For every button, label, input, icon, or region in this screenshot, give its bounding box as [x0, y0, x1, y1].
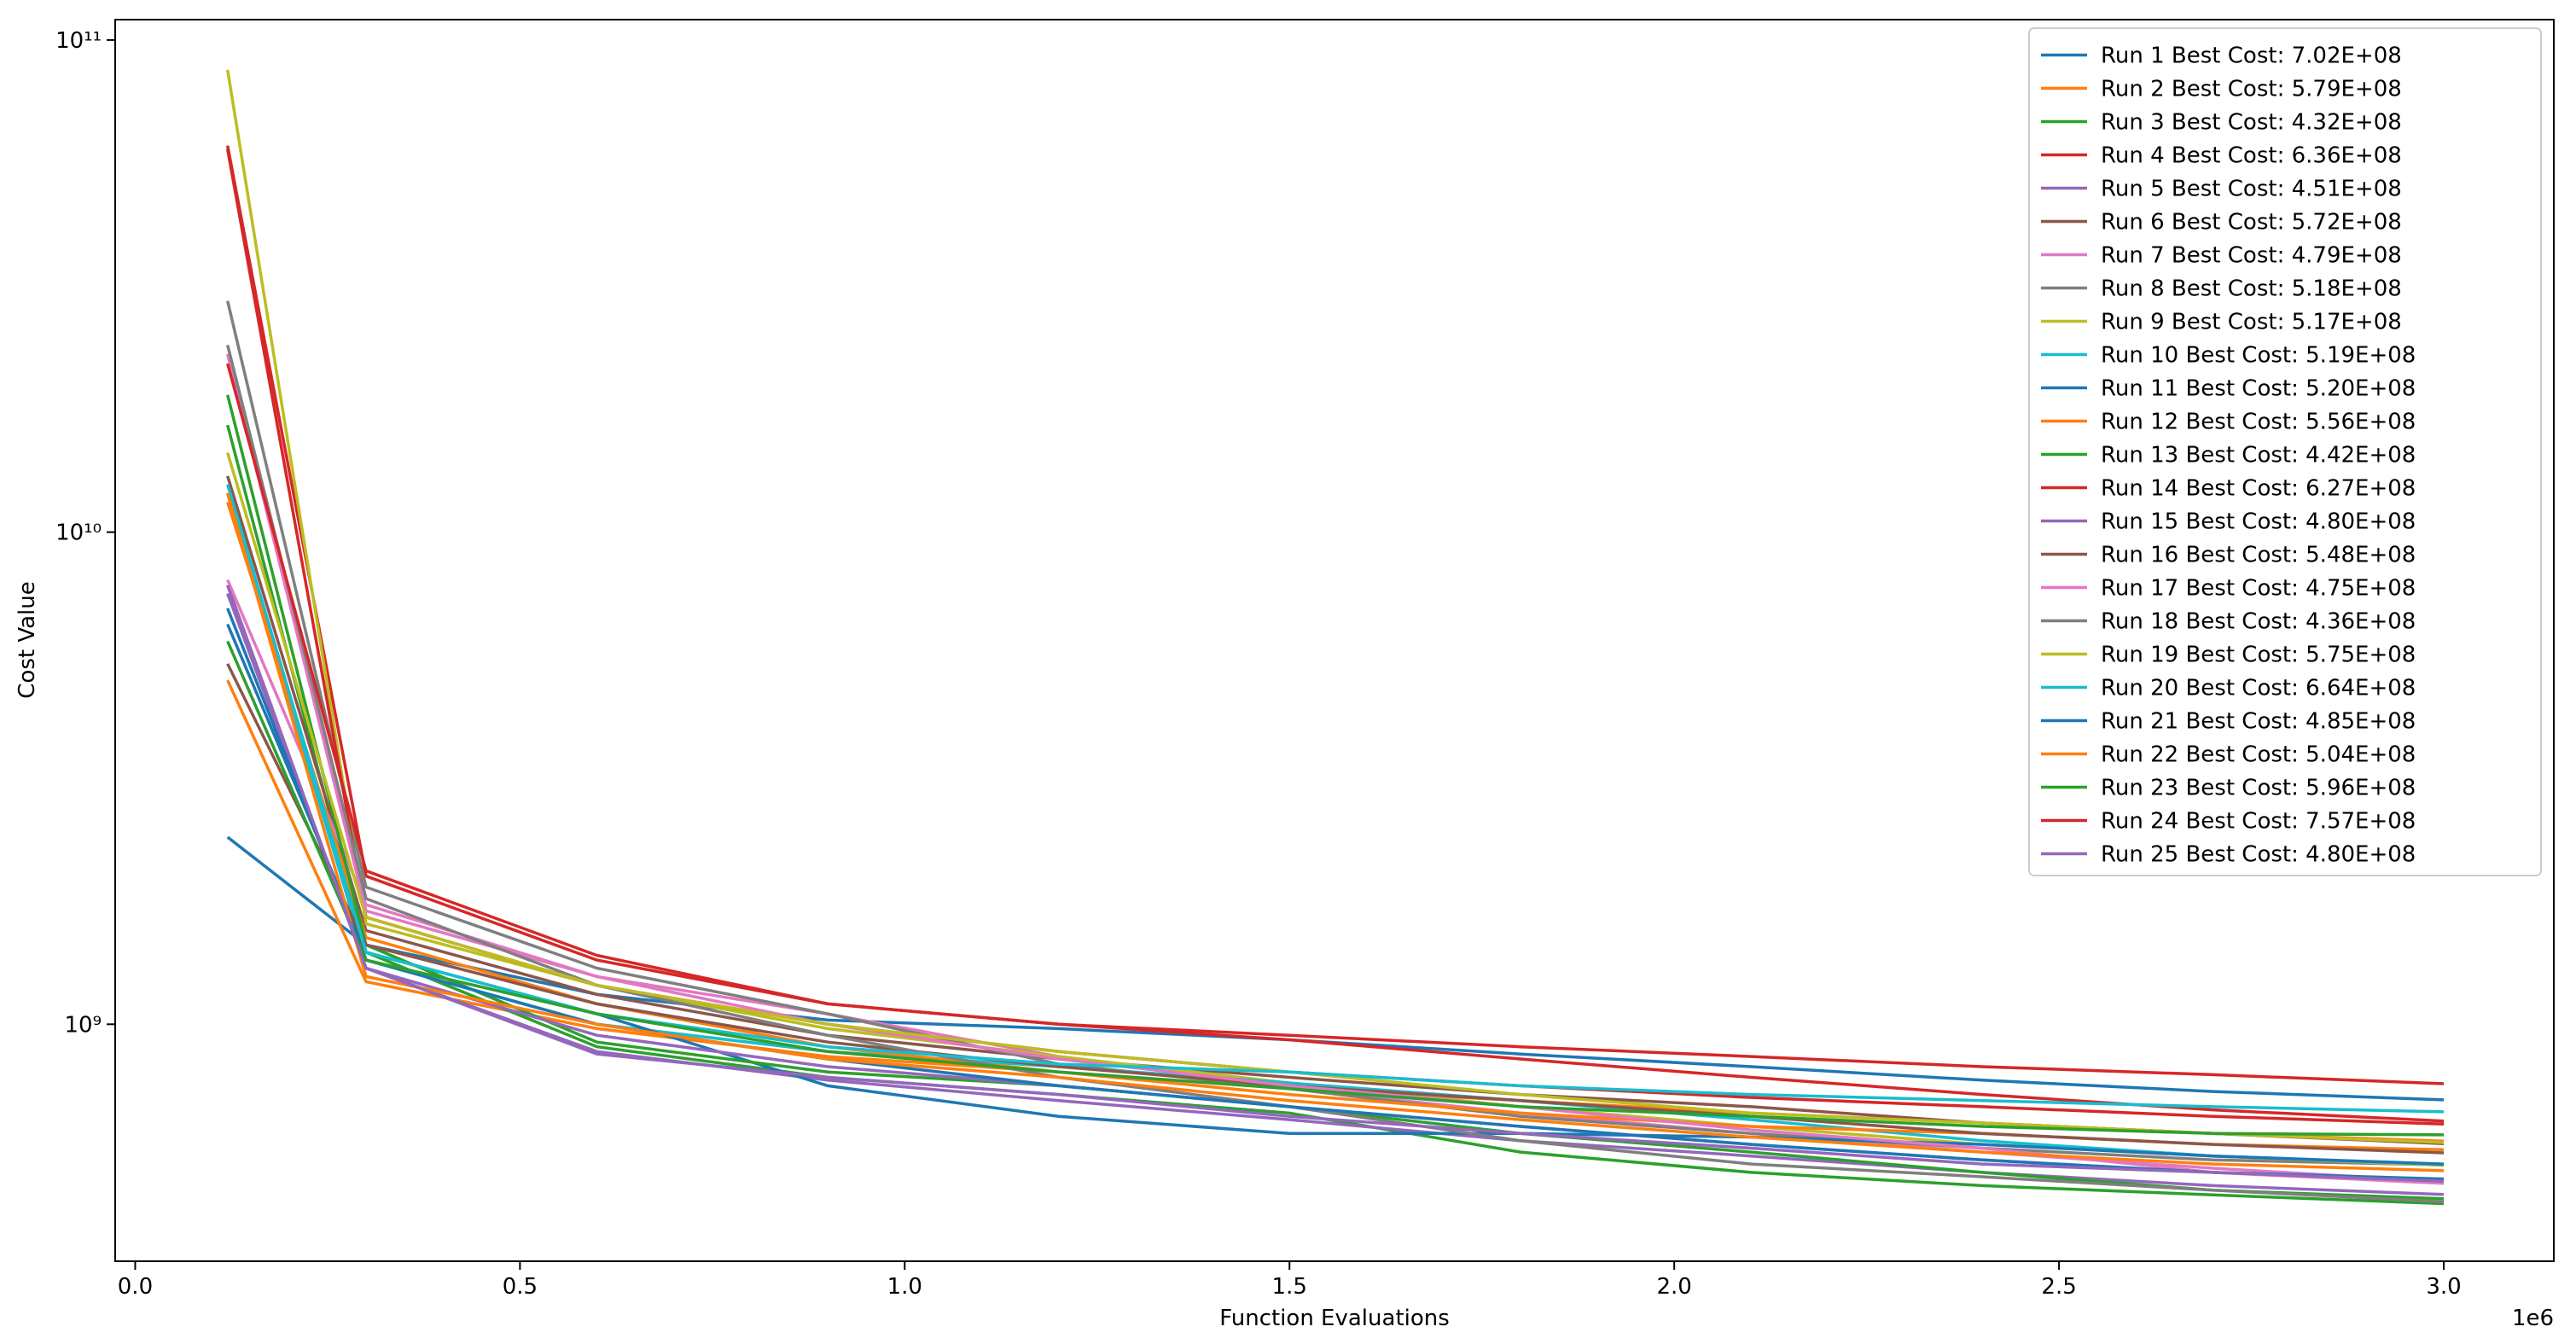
legend-label: Run 17 Best Cost: 4.75E+08: [2101, 576, 2416, 602]
y-tick-label: 10¹⁰: [55, 521, 102, 546]
legend: Run 1 Best Cost: 7.02E+08 Run 2 Best Cost…: [2028, 27, 2542, 876]
legend-label: Run 8 Best Cost: 5.18E+08: [2101, 276, 2402, 302]
legend-label: Run 7 Best Cost: 4.79E+08: [2101, 243, 2402, 269]
series-line: [226, 608, 2445, 1181]
legend-label: Run 21 Best Cost: 4.85E+08: [2101, 709, 2416, 735]
legend-label: Run 25 Best Cost: 4.80E+08: [2101, 842, 2416, 868]
legend-label: Run 6 Best Cost: 5.72E+08: [2101, 210, 2402, 236]
x-tick-label: 1.5: [1272, 1274, 1307, 1300]
legend-label: Run 19 Best Cost: 5.75E+08: [2101, 643, 2416, 668]
legend-label: Run 22 Best Cost: 5.04E+08: [2101, 742, 2416, 768]
series-line: [226, 835, 2445, 1102]
x-axis-label: Function Evaluations: [1219, 1306, 1450, 1331]
series-line: [226, 640, 2445, 1137]
y-tick-label: 10¹¹: [55, 28, 102, 54]
legend-label: Run 1 Best Cost: 7.02E+08: [2101, 44, 2402, 69]
legend-label: Run 23 Best Cost: 5.96E+08: [2101, 776, 2416, 801]
legend-label: Run 3 Best Cost: 4.32E+08: [2101, 110, 2402, 136]
legend-box: [2028, 27, 2542, 876]
legend-label: Run 2 Best Cost: 5.79E+08: [2101, 77, 2402, 102]
legend-label: Run 15 Best Cost: 4.80E+08: [2101, 509, 2416, 535]
series-line: [226, 492, 2445, 1172]
x-tick-label: 1.0: [887, 1274, 922, 1300]
series-line: [226, 585, 2445, 1196]
legend-label: Run 13 Best Cost: 4.42E+08: [2101, 443, 2416, 468]
legend-label: Run 9 Best Cost: 5.17E+08: [2101, 310, 2402, 335]
legend-label: Run 11 Best Cost: 5.20E+08: [2101, 376, 2416, 402]
x-tick-label: 2.5: [2041, 1274, 2076, 1300]
x-tick-label: 2.0: [1656, 1274, 1691, 1300]
legend-label: Run 5 Best Cost: 4.51E+08: [2101, 177, 2402, 202]
series-line: [226, 363, 2445, 1085]
x-tick-label: 3.0: [2426, 1274, 2461, 1300]
series-line: [226, 424, 2445, 1206]
legend-label: Run 18 Best Cost: 4.36E+08: [2101, 609, 2416, 635]
legend-label: Run 4 Best Cost: 6.36E+08: [2101, 143, 2402, 169]
series-line: [226, 585, 2445, 1183]
x-offset-label: 1e6: [2512, 1306, 2554, 1331]
plot-frame: [114, 19, 2555, 1262]
y-axis-label: Cost Value: [15, 581, 40, 698]
y-tick-label: 10⁹: [64, 1012, 102, 1038]
series-line: [226, 484, 2445, 1114]
series-line: [225, 145, 2445, 1123]
legend-label: Run 24 Best Cost: 7.57E+08: [2101, 809, 2416, 835]
legend-label: Run 10 Best Cost: 5.19E+08: [2101, 343, 2416, 369]
legend-label: Run 16 Best Cost: 5.48E+08: [2101, 543, 2416, 568]
legend-label: Run 14 Best Cost: 6.27E+08: [2101, 476, 2416, 502]
legend-label: Run 12 Best Cost: 5.56E+08: [2101, 410, 2416, 435]
x-tick-label: 0.0: [118, 1274, 153, 1300]
x-tick-label: 0.5: [503, 1274, 538, 1300]
legend-label: Run 20 Best Cost: 6.64E+08: [2101, 676, 2416, 701]
